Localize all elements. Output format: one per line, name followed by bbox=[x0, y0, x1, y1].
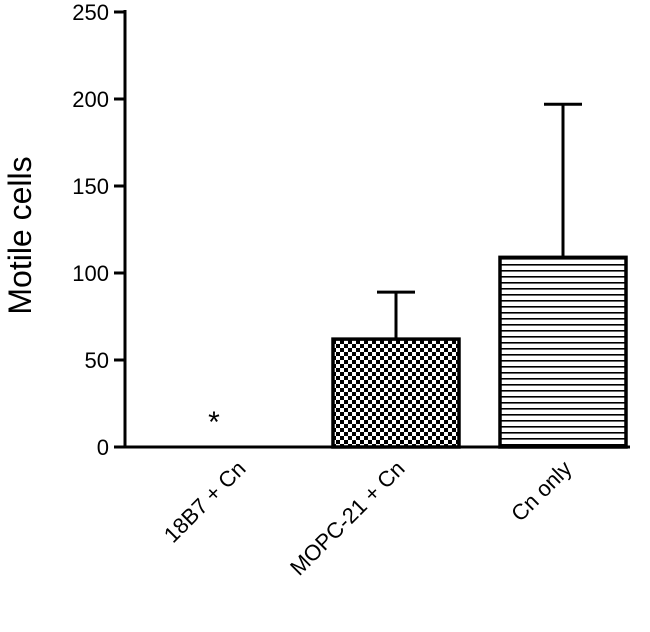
y-tick-label: 150 bbox=[72, 174, 109, 199]
x-axis: 18B7 + Cn MOPC-21 + Cn Cn only bbox=[123, 445, 630, 580]
bars bbox=[331, 255, 628, 449]
y-axis: 0 50 100 150 200 250 bbox=[72, 0, 127, 460]
y-axis-label: Motile cells bbox=[2, 156, 38, 314]
x-tick-label: 18B7 + Cn bbox=[159, 456, 251, 548]
y-tick-label: 250 bbox=[72, 0, 109, 25]
y-tick-label: 0 bbox=[97, 435, 109, 460]
error-bars bbox=[377, 102, 582, 340]
y-tick-label: 100 bbox=[72, 261, 109, 286]
bar bbox=[498, 255, 628, 449]
bar bbox=[331, 337, 461, 449]
x-tick-label: MOPC-21 + Cn bbox=[285, 456, 409, 580]
x-tick-label: Cn only bbox=[506, 456, 576, 526]
y-tick-label: 50 bbox=[85, 348, 109, 373]
y-tick-label: 200 bbox=[72, 87, 109, 112]
significance-asterisk: * bbox=[208, 406, 220, 439]
annotations: * bbox=[208, 406, 220, 439]
